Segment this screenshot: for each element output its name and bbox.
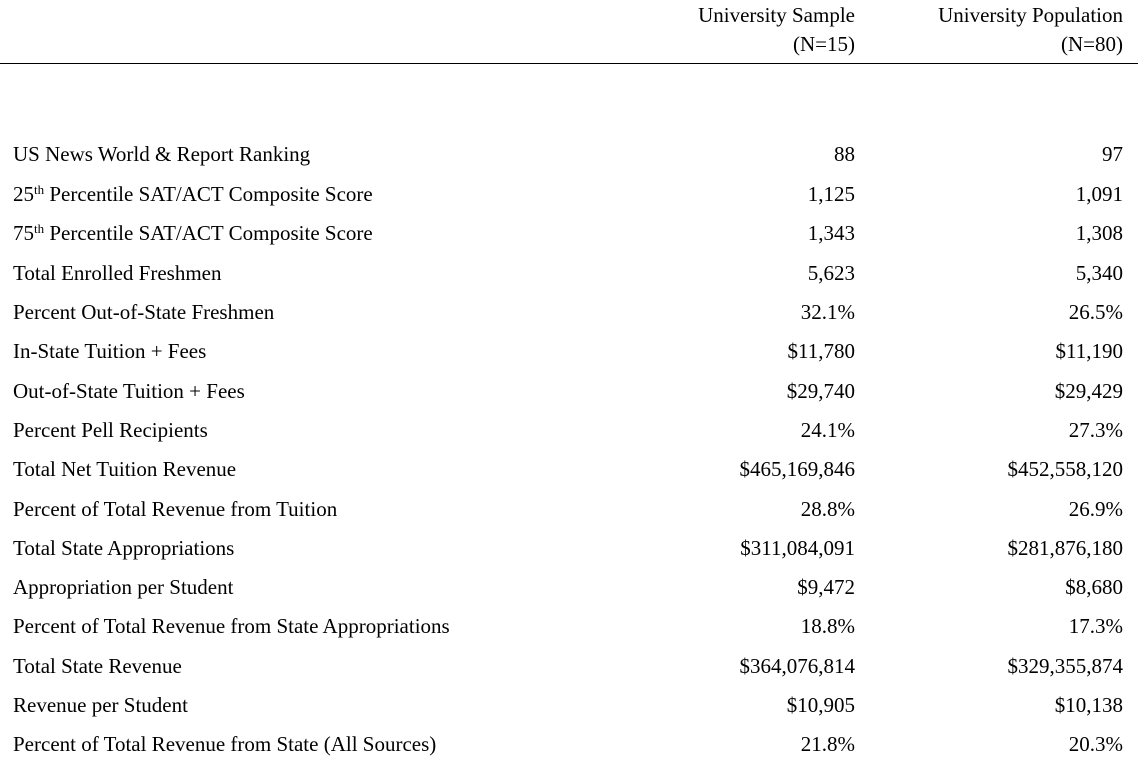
row-value-sample: 18.8% [800, 614, 855, 639]
table-row: 75th Percentile SAT/ACT Composite Score 1… [0, 214, 1138, 253]
row-value-sample: $29,740 [786, 378, 855, 403]
table-row: Percent Pell Recipients 24.1% 27.3% [0, 411, 1138, 450]
row-value-population: 26.5% [1068, 300, 1123, 325]
header-university-population: University Population (N=80) [860, 0, 1138, 63]
table-row: Total State Revenue $364,076,814 $329,355,… [0, 647, 1138, 686]
row-value-population: $329,355,874 [1007, 653, 1124, 678]
row-label-text: Percentile SAT/ACT Composite Score [44, 182, 373, 207]
table-row: Total Enrolled Freshmen 5,623 5,340 [0, 254, 1138, 293]
row-label-text: Out-of-State Tuition + Fees [13, 378, 245, 403]
row-value-sample: $11,780 [787, 339, 855, 364]
table-row: Revenue per Student $10,905 $10,138 [0, 686, 1138, 725]
row-value-sample: $9,472 [797, 575, 855, 600]
header-university-sample: University Sample (N=15) [610, 0, 860, 63]
row-label: Total Enrolled Freshmen [0, 254, 610, 293]
row-label-text: US News World & Report Ranking [13, 142, 311, 166]
row-label: Out-of-State Tuition + Fees [0, 371, 610, 410]
row-label: Total State Revenue [0, 647, 610, 686]
row-label-text: Percent Pell Recipients [13, 417, 208, 442]
row-label-text: Total Net Tuition Revenue [13, 457, 237, 482]
row-label: Appropriation per Student [0, 568, 610, 607]
row-value-population: $281,876,180 [1007, 535, 1124, 560]
row-label: US News World & Report Ranking [0, 126, 610, 175]
header-row: University Sample (N=15) University Popu… [0, 0, 1138, 63]
row-label-text: Percent of Total Revenue from State (All… [13, 732, 437, 757]
row-value-population: $8,680 [1065, 575, 1123, 600]
row-label-text: Total Enrolled Freshmen [13, 260, 222, 285]
table-row: Total State Appropriations $311,084,091 $2… [0, 529, 1138, 568]
table-row: In-State Tuition + Fees $11,780 $11,190 [0, 332, 1138, 371]
row-label-text: In-State Tuition + Fees [13, 339, 207, 364]
row-label: Percent Out-of-State Freshmen [0, 293, 610, 332]
row-value-population: 17.3% [1068, 614, 1123, 639]
header-divider [0, 62, 1138, 126]
row-value-population: 1,308 [1075, 221, 1123, 246]
row-value-sample: 1,125 [807, 182, 855, 207]
header-rule [0, 62, 1138, 126]
row-value-population: $29,429 [1054, 378, 1123, 403]
row-value-sample: 88 [834, 142, 855, 166]
header-population-title: University Population [938, 3, 1123, 27]
row-value-sample: $364,076,814 [739, 653, 856, 678]
table-row: Total Net Tuition Revenue $465,169,846 $45… [0, 450, 1138, 489]
table-row: Percent of Total Revenue from State (All… [0, 725, 1138, 764]
row-value-population: 97 [1102, 142, 1123, 166]
row-value-sample: 28.8% [800, 496, 855, 521]
row-value-population: $11,190 [1055, 339, 1123, 364]
row-value-sample: $465,169,846 [739, 457, 856, 482]
row-value-population: $10,138 [1054, 693, 1123, 717]
row-label-text: Percent of Total Revenue from Tuition [13, 496, 338, 521]
row-label: Percent of Total Revenue from Tuition [0, 489, 610, 528]
row-label-ordinal-suffix: th [34, 182, 45, 198]
row-label-ordinal-suffix: th [34, 221, 45, 237]
header-sample-title: University Sample [698, 3, 855, 27]
row-label: 75th Percentile SAT/ACT Composite Score [0, 214, 610, 253]
row-label-percentile: 25 [13, 182, 34, 207]
row-value-population: 26.9% [1068, 496, 1123, 521]
row-label-text: Percentile SAT/ACT Composite Score [44, 221, 373, 246]
row-label-text: Appropriation per Student [13, 575, 234, 600]
row-label: Total State Appropriations [0, 529, 610, 568]
table-row: Out-of-State Tuition + Fees $29,740 $29,42… [0, 371, 1138, 410]
row-value-sample: 1,343 [807, 221, 855, 246]
row-label: Total Net Tuition Revenue [0, 450, 610, 489]
row-label: Revenue per Student [0, 686, 610, 725]
row-value-population: 20.3% [1068, 732, 1123, 757]
row-label-percentile: 75 [13, 221, 34, 246]
header-label-column [0, 0, 610, 63]
row-label-text: Revenue per Student [13, 693, 188, 717]
row-value-population: 5,340 [1075, 260, 1123, 285]
row-value-sample: $10,905 [786, 693, 855, 717]
table-row: US News World & Report Ranking 88 97 [0, 126, 1138, 175]
table-row: Percent of Total Revenue from Tuition 28.… [0, 489, 1138, 528]
row-value-population: 1,091 [1075, 182, 1123, 207]
row-label: Percent of Total Revenue from State (All… [0, 725, 610, 764]
row-label-text: Percent of Total Revenue from State Appr… [13, 614, 450, 639]
row-value-sample: $311,084,091 [740, 535, 855, 560]
table-row: Percent Out-of-State Freshmen 32.1% 26.5% [0, 293, 1138, 332]
row-label: Percent Pell Recipients [0, 411, 610, 450]
table-body: US News World & Report Ranking 88 97 25th P… [0, 126, 1138, 764]
table-row: 25th Percentile SAT/ACT Composite Score 1… [0, 175, 1138, 214]
header-population-count: (N=80) [1061, 32, 1123, 56]
header-sample-count: (N=15) [793, 32, 855, 56]
row-value-sample: 5,623 [807, 260, 855, 285]
row-label: Percent of Total Revenue from State Appr… [0, 607, 610, 646]
row-label-text: Total State Appropriations [13, 535, 235, 560]
row-label: 25th Percentile SAT/ACT Composite Score [0, 175, 610, 214]
table-row: Appropriation per Student $9,472 $8,680 [0, 568, 1138, 607]
row-label-text: Total State Revenue [13, 653, 182, 678]
row-label: In-State Tuition + Fees [0, 332, 610, 371]
row-value-population: $452,558,120 [1007, 457, 1124, 482]
row-value-sample: 24.1% [800, 417, 855, 442]
row-value-sample: 21.8% [800, 732, 855, 757]
row-value-sample: 32.1% [800, 300, 855, 325]
table-header: University Sample (N=15) University Popu… [0, 0, 1138, 126]
row-label-text: Percent Out-of-State Freshmen [13, 300, 275, 325]
row-value-population: 27.3% [1068, 417, 1123, 442]
table-row: Percent of Total Revenue from State Appr… [0, 607, 1138, 646]
